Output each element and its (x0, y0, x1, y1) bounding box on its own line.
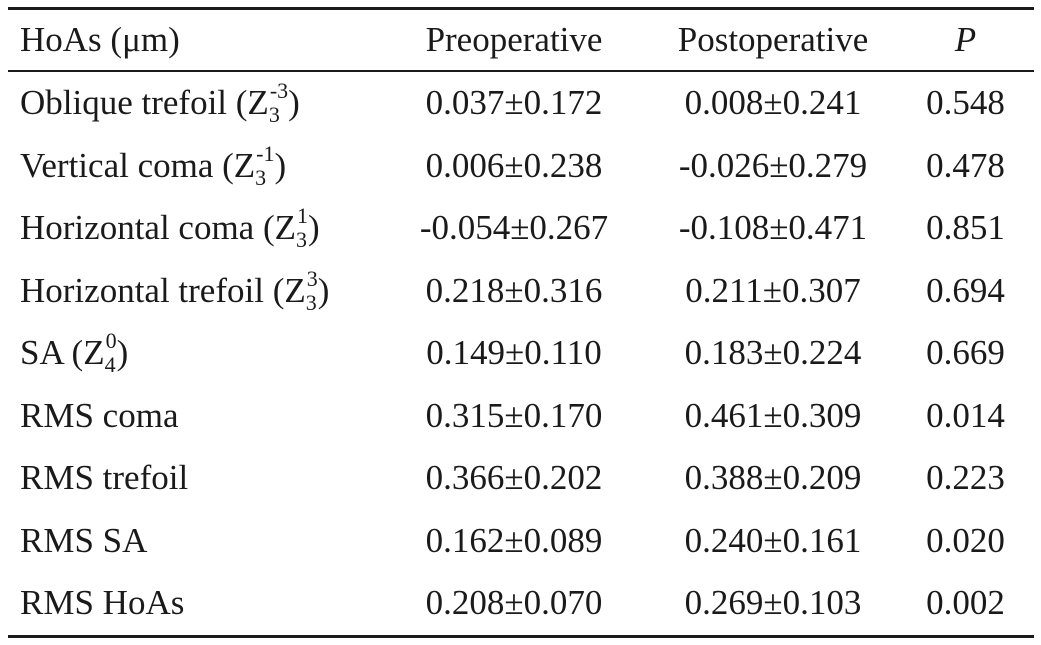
header-hoas: HoAs (μm) (20, 20, 180, 59)
row-label: RMS coma (20, 395, 179, 435)
header-p-value: P (954, 20, 977, 59)
table-row: RMS HoAs 0.208±0.070 0.269±0.103 0.002 (8, 572, 1034, 635)
preoperative-value: 0.366±0.202 (425, 458, 603, 498)
table-row: Oblique trefoil (Z 3-3) 0.037±0.172 0.008… (8, 72, 1034, 135)
row-label: RMS SA (20, 520, 148, 560)
table-row: RMS trefoil 0.366±0.202 0.388±0.209 0.22… (8, 447, 1034, 510)
p-value: 0.020 (926, 520, 1005, 560)
row-label: Oblique trefoil (Z 3-3) (20, 78, 300, 128)
preoperative-value: 0.162±0.089 (425, 520, 603, 560)
preoperative-value: 0.218±0.316 (425, 270, 603, 310)
preoperative-value: 0.208±0.070 (425, 583, 603, 623)
row-label: Horizontal trefoil (Z 33) (20, 265, 330, 315)
table-row: Horizontal trefoil (Z 33) 0.218±0.316 0.2… (8, 260, 1034, 323)
row-label: Horizontal coma (Z 31) (20, 203, 320, 253)
p-value: 0.014 (926, 395, 1005, 435)
postoperative-value: 0.183±0.224 (684, 333, 862, 373)
table-row: Horizontal coma (Z 31) -0.054±0.267 -0.10… (8, 197, 1034, 260)
p-value: 0.669 (926, 333, 1005, 373)
postoperative-value: 0.240±0.161 (684, 520, 862, 560)
row-label: SA (Z 40) (20, 328, 129, 378)
table-header-row: HoAs (μm) Preoperative Postoperative P (8, 10, 1034, 70)
table-header-rule (8, 70, 1034, 72)
preoperative-value: 0.149±0.110 (426, 333, 602, 373)
preoperative-value: 0.006±0.238 (425, 145, 603, 185)
row-label: RMS trefoil (20, 458, 189, 498)
p-value: 0.002 (926, 583, 1005, 623)
p-value: 0.548 (926, 83, 1005, 123)
postoperative-value: 0.211±0.307 (685, 270, 861, 310)
row-label: Vertical coma (Z 3-1) (20, 140, 287, 190)
row-label: RMS HoAs (20, 583, 185, 623)
preoperative-value: -0.054±0.267 (419, 208, 609, 248)
table-bottom-rule (8, 634, 1034, 638)
table-row: SA (Z 40) 0.149±0.110 0.183±0.224 0.669 (8, 322, 1034, 385)
p-value: 0.478 (926, 145, 1005, 185)
table-row: Vertical coma (Z 3-1) 0.006±0.238 -0.026±… (8, 135, 1034, 198)
postoperative-value: 0.461±0.309 (684, 395, 862, 435)
table-top-rule (8, 7, 1034, 10)
p-value: 0.851 (926, 208, 1005, 248)
table-row: RMS SA 0.162±0.089 0.240±0.161 0.020 (8, 510, 1034, 573)
preoperative-value: 0.037±0.172 (425, 83, 603, 123)
preoperative-value: 0.315±0.170 (425, 395, 603, 435)
postoperative-value: -0.108±0.471 (678, 208, 868, 248)
postoperative-value: -0.026±0.279 (678, 145, 868, 185)
postoperative-value: 0.388±0.209 (684, 458, 862, 498)
header-postoperative: Postoperative (677, 20, 869, 59)
p-value: 0.694 (926, 270, 1005, 310)
postoperative-value: 0.008±0.241 (684, 83, 862, 123)
postoperative-value: 0.269±0.103 (684, 583, 862, 623)
header-preoperative: Preoperative (425, 20, 603, 59)
table-row: RMS coma 0.315±0.170 0.461±0.309 0.014 (8, 385, 1034, 448)
data-table: HoAs (μm) Preoperative Postoperative P O… (8, 7, 1034, 638)
p-value: 0.223 (926, 458, 1005, 498)
